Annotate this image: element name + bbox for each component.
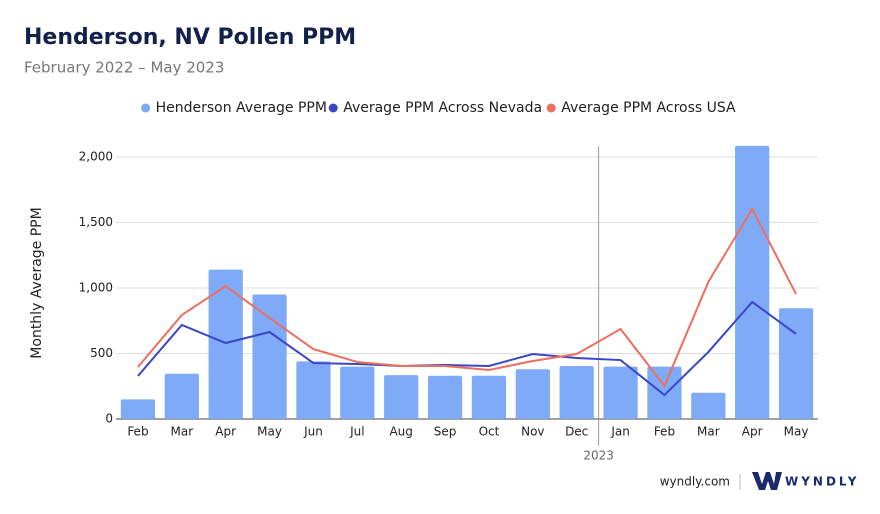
y-tick-label: 0 — [105, 412, 113, 426]
x-tick-label: Mar — [170, 425, 193, 439]
x-tick-label: May — [784, 425, 809, 439]
legend-marker — [328, 103, 338, 113]
line — [137, 300, 797, 397]
logo-icon — [752, 472, 782, 490]
bar — [603, 366, 638, 419]
bar — [208, 269, 243, 419]
bar — [471, 375, 507, 419]
bar — [691, 392, 726, 419]
x-tick-label: Jan — [610, 425, 630, 439]
x-tick-label: Sep — [434, 425, 457, 439]
x-tick-label: Nov — [521, 425, 544, 439]
footer-brand: WYNDLY — [785, 475, 859, 489]
x-tick-label: Mar — [697, 425, 720, 439]
x-tick-label: Apr — [215, 425, 236, 439]
line — [137, 206, 797, 388]
bar — [340, 366, 375, 419]
legend-marker — [141, 103, 151, 113]
bar — [252, 294, 287, 419]
y-tick-label: 1,000 — [79, 281, 113, 295]
x-tick-label: Jun — [303, 425, 323, 439]
legend-marker — [546, 103, 556, 113]
x-tick-label: Jul — [349, 425, 364, 439]
bar — [164, 373, 199, 419]
footer-site: wyndly.com — [660, 475, 730, 489]
x-tick-label: Dec — [565, 425, 588, 439]
chart-title: Henderson, NV Pollen PPM — [24, 25, 356, 50]
bar — [559, 365, 594, 419]
bar — [384, 375, 419, 419]
x-tick-label: Apr — [742, 425, 763, 439]
bar — [120, 399, 156, 419]
y-axis-label: Monthly Average PPM — [29, 207, 45, 358]
chart-subtitle: February 2022 – May 2023 — [24, 59, 224, 77]
y-tick-label: 2,000 — [79, 150, 113, 164]
y-tick-label: 500 — [90, 346, 113, 360]
bar — [647, 366, 682, 419]
bar — [296, 361, 331, 419]
x-tick-label: Feb — [654, 425, 675, 439]
x-tick-label: Oct — [479, 425, 500, 439]
x-tick-label: Aug — [389, 425, 412, 439]
y-tick-label: 1,500 — [79, 215, 113, 229]
bar — [427, 375, 463, 419]
legend-label: Average PPM Across USA — [561, 100, 736, 116]
x-tick-label: May — [257, 425, 282, 439]
legend-label: Henderson Average PPM — [156, 100, 327, 116]
legend-label: Average PPM Across Nevada — [343, 100, 542, 116]
bar — [778, 308, 814, 419]
bar — [515, 369, 550, 419]
year-label: 2023 — [583, 449, 614, 463]
x-tick-label: Feb — [127, 425, 148, 439]
bar — [735, 145, 770, 420]
